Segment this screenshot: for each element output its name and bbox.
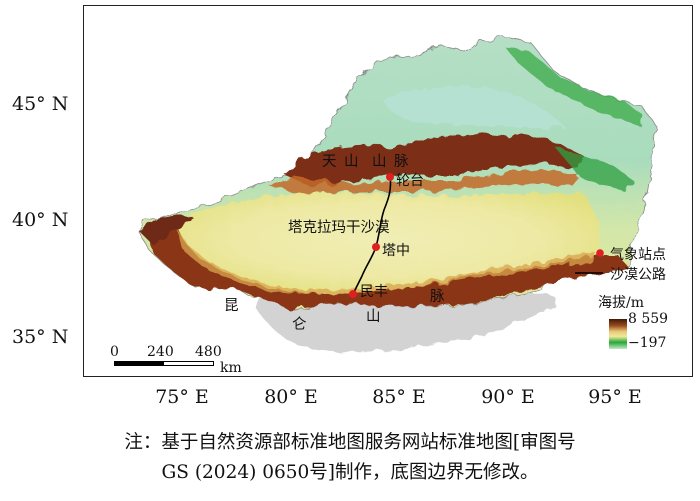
tianshan-label-2: 山 (344, 154, 359, 170)
legend-station-label: 气象站点 (610, 247, 666, 263)
note-line-2: GS (2024) 0650号]制作，底图边界无修改。 (161, 462, 539, 483)
lon-label-90e: 90° E (481, 386, 535, 408)
scale-tick-0: 0 (110, 344, 119, 360)
altai-ridge (504, 46, 644, 126)
legend-road-label: 沙漠公路 (610, 267, 666, 283)
lat-label-45n: 45° N (12, 93, 69, 115)
kunlun-label-3: 山 (366, 309, 381, 325)
station-label-minfeng: 民丰 (360, 284, 388, 300)
scale-unit: km (220, 360, 242, 376)
lon-label-95e: 95° E (588, 386, 642, 408)
lat-label-35n: 35° N (12, 326, 69, 348)
desert-label: 塔克拉玛干沙漠 (288, 220, 390, 236)
station-minfeng-marker (349, 290, 357, 298)
desert-highway (352, 176, 392, 295)
station-luntai-marker (386, 173, 394, 181)
tianshan-label-3: 山 (372, 154, 387, 170)
tianshan-green-fringe (554, 146, 634, 191)
scale-tick-240: 240 (147, 344, 174, 360)
elevation-map (138, 35, 657, 352)
junggar-basin (384, 85, 564, 128)
legend-elevation-max: 8 559 (628, 311, 669, 327)
tianshan-foothills (269, 169, 579, 194)
kunlun-label-2: 仑 (292, 317, 307, 333)
pamir-knot (139, 214, 194, 246)
station-label-tazhong: 塔中 (382, 243, 410, 259)
tianshan-label-1: 天 (322, 154, 337, 170)
tianshan-range (284, 134, 584, 186)
note-line-1: 注：基于自然资源部标准地图服务网站标准地图[审图号 (124, 432, 576, 453)
lon-label-85e: 85° E (372, 386, 426, 408)
legend-elevation-title: 海拔/m (598, 295, 644, 311)
scale-tick-480: 480 (195, 344, 222, 360)
lon-label-75e: 75° E (155, 386, 209, 408)
map-frame (83, 5, 693, 377)
legend-station-marker (596, 249, 604, 257)
lon-label-80e: 80° E (264, 386, 318, 408)
station-tazhong-marker (372, 243, 380, 251)
elevation-legend-bar (609, 319, 627, 349)
kunlun-label-1: 昆 (224, 298, 239, 314)
station-label-luntai: 轮台 (396, 173, 424, 189)
lat-label-40n: 40° N (12, 209, 69, 231)
scale-bar (114, 361, 214, 366)
tianshan-label-4: 脉 (394, 154, 409, 170)
legend-elevation-min: −197 (628, 335, 667, 351)
kunlun-label-4: 脉 (430, 289, 445, 305)
